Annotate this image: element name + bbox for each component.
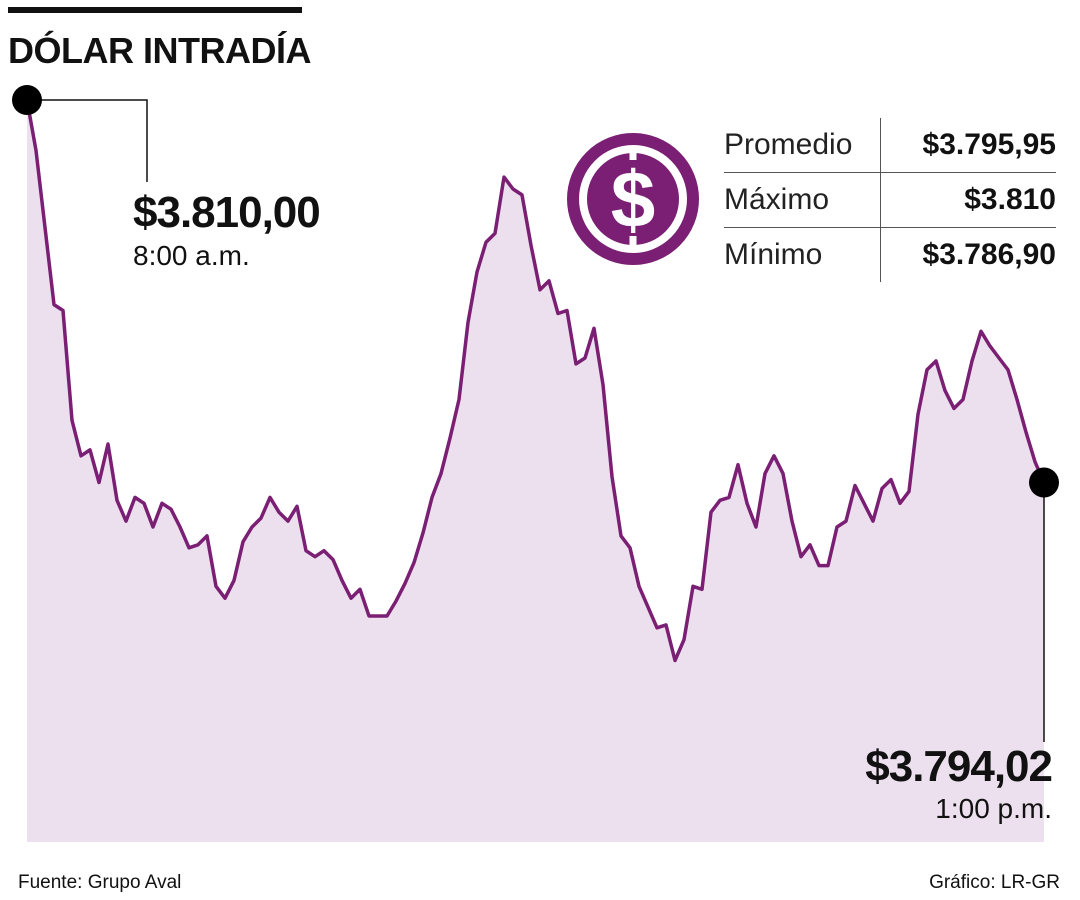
chart-title: DÓLAR INTRADÍA xyxy=(8,30,311,71)
start-time-label: 8:00 a.m. xyxy=(133,240,250,271)
stat-label-max: Máximo xyxy=(724,172,881,228)
stat-label-average: Promedio xyxy=(724,118,881,173)
start-leader-line xyxy=(27,99,148,182)
title-rule xyxy=(8,7,302,13)
source-note: Fuente: Grupo Aval xyxy=(18,872,182,893)
chart-layer xyxy=(12,85,1059,842)
stat-row-average: Promedio $3.795,95 xyxy=(724,118,1056,173)
stat-value-average: $3.795,95 xyxy=(880,118,1056,173)
stats-table: Promedio $3.795,95 Máximo $3.810 Mínimo … xyxy=(724,118,1056,282)
stat-label-min: Mínimo xyxy=(724,227,881,282)
dollar-circle-icon: $ xyxy=(567,133,699,265)
series-line xyxy=(25,99,1046,663)
stat-value-min: $3.786,90 xyxy=(922,238,1056,271)
series-area xyxy=(27,100,1044,842)
end-time-label: 1:00 p.m. xyxy=(935,793,1052,824)
start-value-label: $3.810,00 xyxy=(133,188,321,237)
stat-row-max: Máximo $3.810 xyxy=(724,172,1056,228)
end-point-marker xyxy=(1029,467,1059,498)
stat-row-min: Mínimo $3.786,90 xyxy=(724,227,1056,282)
start-point-marker xyxy=(12,85,42,115)
dollar-glyph: $ xyxy=(611,155,656,244)
end-value-label: $3.794,02 xyxy=(865,742,1053,791)
credit-note: Gráfico: LR-GR xyxy=(929,872,1060,893)
stat-value-max: $3.810 xyxy=(880,172,1056,228)
